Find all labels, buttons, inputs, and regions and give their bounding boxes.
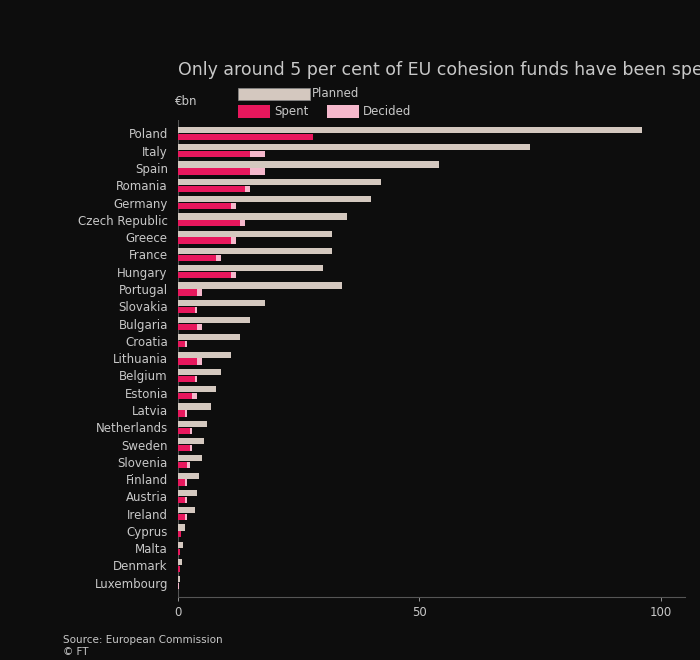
Bar bbox=[178, 151, 265, 157]
Bar bbox=[178, 393, 197, 399]
Bar bbox=[178, 473, 200, 478]
Bar bbox=[178, 497, 185, 503]
Bar bbox=[178, 168, 250, 175]
Bar bbox=[178, 324, 202, 330]
Bar bbox=[178, 185, 250, 192]
Bar bbox=[178, 548, 181, 555]
Bar bbox=[178, 265, 323, 271]
Bar bbox=[178, 428, 192, 434]
Bar bbox=[178, 497, 188, 503]
Bar bbox=[178, 144, 531, 150]
Bar bbox=[178, 127, 641, 133]
Bar bbox=[178, 341, 185, 347]
Bar bbox=[178, 462, 190, 469]
Bar bbox=[178, 255, 221, 261]
Bar bbox=[178, 334, 240, 341]
Bar bbox=[178, 282, 342, 288]
Bar bbox=[178, 514, 185, 520]
Bar bbox=[178, 576, 180, 582]
Bar bbox=[178, 324, 197, 330]
Bar bbox=[178, 376, 197, 382]
Bar bbox=[178, 358, 202, 365]
Bar bbox=[178, 490, 197, 496]
Bar bbox=[178, 300, 265, 306]
Bar bbox=[178, 420, 206, 427]
Text: Source: European Commission
© FT: Source: European Commission © FT bbox=[63, 635, 223, 657]
Bar bbox=[178, 134, 313, 140]
Bar bbox=[178, 531, 181, 537]
Bar bbox=[178, 411, 188, 416]
Bar bbox=[328, 106, 358, 117]
Bar bbox=[178, 134, 313, 140]
Text: Planned: Planned bbox=[312, 87, 359, 100]
Text: Spent: Spent bbox=[274, 104, 309, 117]
Bar bbox=[178, 307, 195, 313]
Bar bbox=[178, 203, 231, 209]
Bar bbox=[178, 352, 231, 358]
Bar bbox=[178, 566, 180, 572]
Bar bbox=[178, 162, 438, 168]
Bar bbox=[178, 479, 188, 486]
Bar bbox=[178, 341, 188, 347]
Bar bbox=[178, 255, 216, 261]
Text: Only around 5 per cent of EU cohesion funds have been spent to date: Only around 5 per cent of EU cohesion fu… bbox=[178, 61, 700, 79]
Bar bbox=[178, 542, 183, 548]
Bar bbox=[239, 88, 309, 100]
Bar bbox=[178, 358, 197, 365]
Bar bbox=[178, 272, 236, 279]
Bar bbox=[178, 514, 188, 520]
Bar bbox=[178, 479, 185, 486]
Bar bbox=[178, 238, 231, 244]
Bar bbox=[178, 196, 371, 202]
Bar bbox=[178, 307, 197, 313]
Bar bbox=[178, 403, 211, 410]
Bar bbox=[178, 559, 183, 565]
Bar bbox=[178, 507, 195, 513]
Bar bbox=[178, 445, 192, 451]
Bar bbox=[178, 445, 190, 451]
Bar bbox=[178, 376, 195, 382]
Bar bbox=[178, 566, 179, 572]
Bar bbox=[178, 524, 185, 531]
Bar bbox=[178, 317, 250, 323]
Bar bbox=[178, 428, 190, 434]
Bar bbox=[178, 386, 216, 392]
Bar bbox=[178, 393, 192, 399]
Bar bbox=[178, 289, 197, 296]
Bar bbox=[178, 213, 346, 220]
Bar bbox=[178, 220, 245, 226]
Bar bbox=[178, 438, 204, 444]
Bar bbox=[178, 238, 236, 244]
Text: €bn: €bn bbox=[175, 95, 197, 108]
Bar bbox=[178, 230, 332, 237]
Bar bbox=[178, 411, 185, 416]
Bar bbox=[178, 369, 221, 375]
Text: Decided: Decided bbox=[363, 104, 411, 117]
Bar bbox=[178, 168, 265, 175]
Bar bbox=[178, 203, 236, 209]
Bar bbox=[178, 248, 332, 254]
Bar bbox=[178, 455, 202, 461]
Bar bbox=[178, 548, 180, 555]
Bar bbox=[178, 179, 381, 185]
Bar bbox=[239, 106, 270, 117]
Bar bbox=[178, 220, 240, 226]
Bar bbox=[178, 289, 202, 296]
Bar bbox=[178, 462, 188, 469]
Bar bbox=[178, 185, 245, 192]
Bar bbox=[178, 531, 181, 537]
Bar bbox=[178, 272, 231, 279]
Bar bbox=[178, 151, 250, 157]
